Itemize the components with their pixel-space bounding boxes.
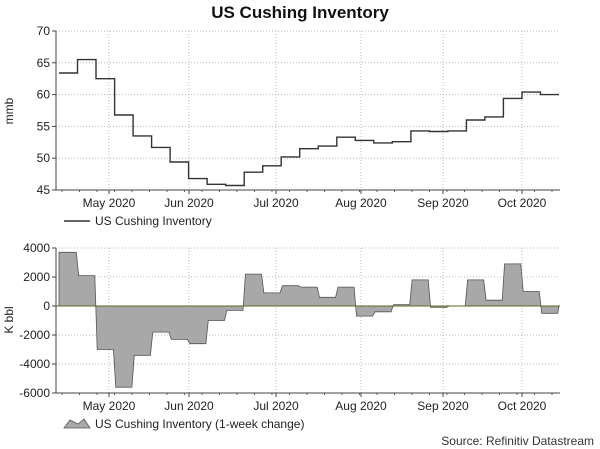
top-y-ticks: 45 50 55 60 65 70 [37,24,56,197]
bottom-x-tick-label: Sep 2020 [417,399,469,413]
top-x-tick-label: May 2020 [83,196,136,210]
top-x-tick-label: Jun 2020 [164,196,214,210]
top-y-tick-label: 45 [37,183,51,197]
bottom-x-tick-label: Oct 2020 [498,399,547,413]
top-gridlines [56,30,560,190]
bottom-y-ticks: -6000 -4000 -2000 0 2000 4000 [19,241,56,400]
inventory-series-line [59,58,559,187]
bottom-y-tick-label: -6000 [19,386,50,400]
top-x-ticks: May 2020 Jun 2020 Jul 2020 Aug 2020 Sep 2020… [61,190,553,210]
bottom-y-tick-label: -4000 [19,357,50,371]
top-x-tick-label: Oct 2020 [498,196,547,210]
top-y-axis-label: mmb [2,97,16,124]
top-legend-label: US Cushing Inventory [95,214,212,228]
top-y-tick-label: 65 [37,56,51,70]
bottom-y-tick-label: 4000 [23,241,50,255]
chart-title: US Cushing Inventory [211,3,389,22]
weekly-change-panel: -6000 -4000 -2000 0 2000 4000 May 2020 Jun 202… [2,241,560,431]
bottom-x-tick-label: Jun 2020 [164,399,214,413]
bottom-y-tick-label: 0 [43,299,50,313]
top-y-tick-label: 55 [37,119,51,133]
top-x-tick-label: Aug 2020 [335,196,387,210]
bottom-x-tick-label: Aug 2020 [335,399,387,413]
top-x-tick-label: Sep 2020 [417,196,469,210]
top-y-tick-label: 60 [37,88,51,102]
top-x-tick-label: Jul 2020 [253,196,299,210]
top-y-tick-label: 50 [37,151,51,165]
bottom-legend-label: US Cushing Inventory (1-week change) [95,417,304,431]
bottom-x-tick-label: May 2020 [83,399,136,413]
inventory-line-panel: 45 50 55 60 65 70 May 2020 Jun 2020 Jul 2020 Aug… [2,24,560,228]
bottom-y-tick-label: 2000 [23,270,50,284]
bottom-legend: US Cushing Inventory (1-week change) [63,417,304,431]
top-legend: US Cushing Inventory [64,214,212,228]
bottom-x-tick-label: Jul 2020 [253,399,299,413]
bottom-y-tick-label: -2000 [19,328,50,342]
weekly-change-area [58,251,560,388]
source-note: Source: Refinitiv Datastream [441,434,594,448]
bottom-y-axis-label: K bbl [2,306,16,333]
bottom-x-ticks: May 2020 Jun 2020 Jul 2020 Aug 2020 Sep 2020… [61,393,553,413]
top-y-tick-label: 70 [37,24,51,38]
bottom-legend-area-swatch [63,418,91,429]
